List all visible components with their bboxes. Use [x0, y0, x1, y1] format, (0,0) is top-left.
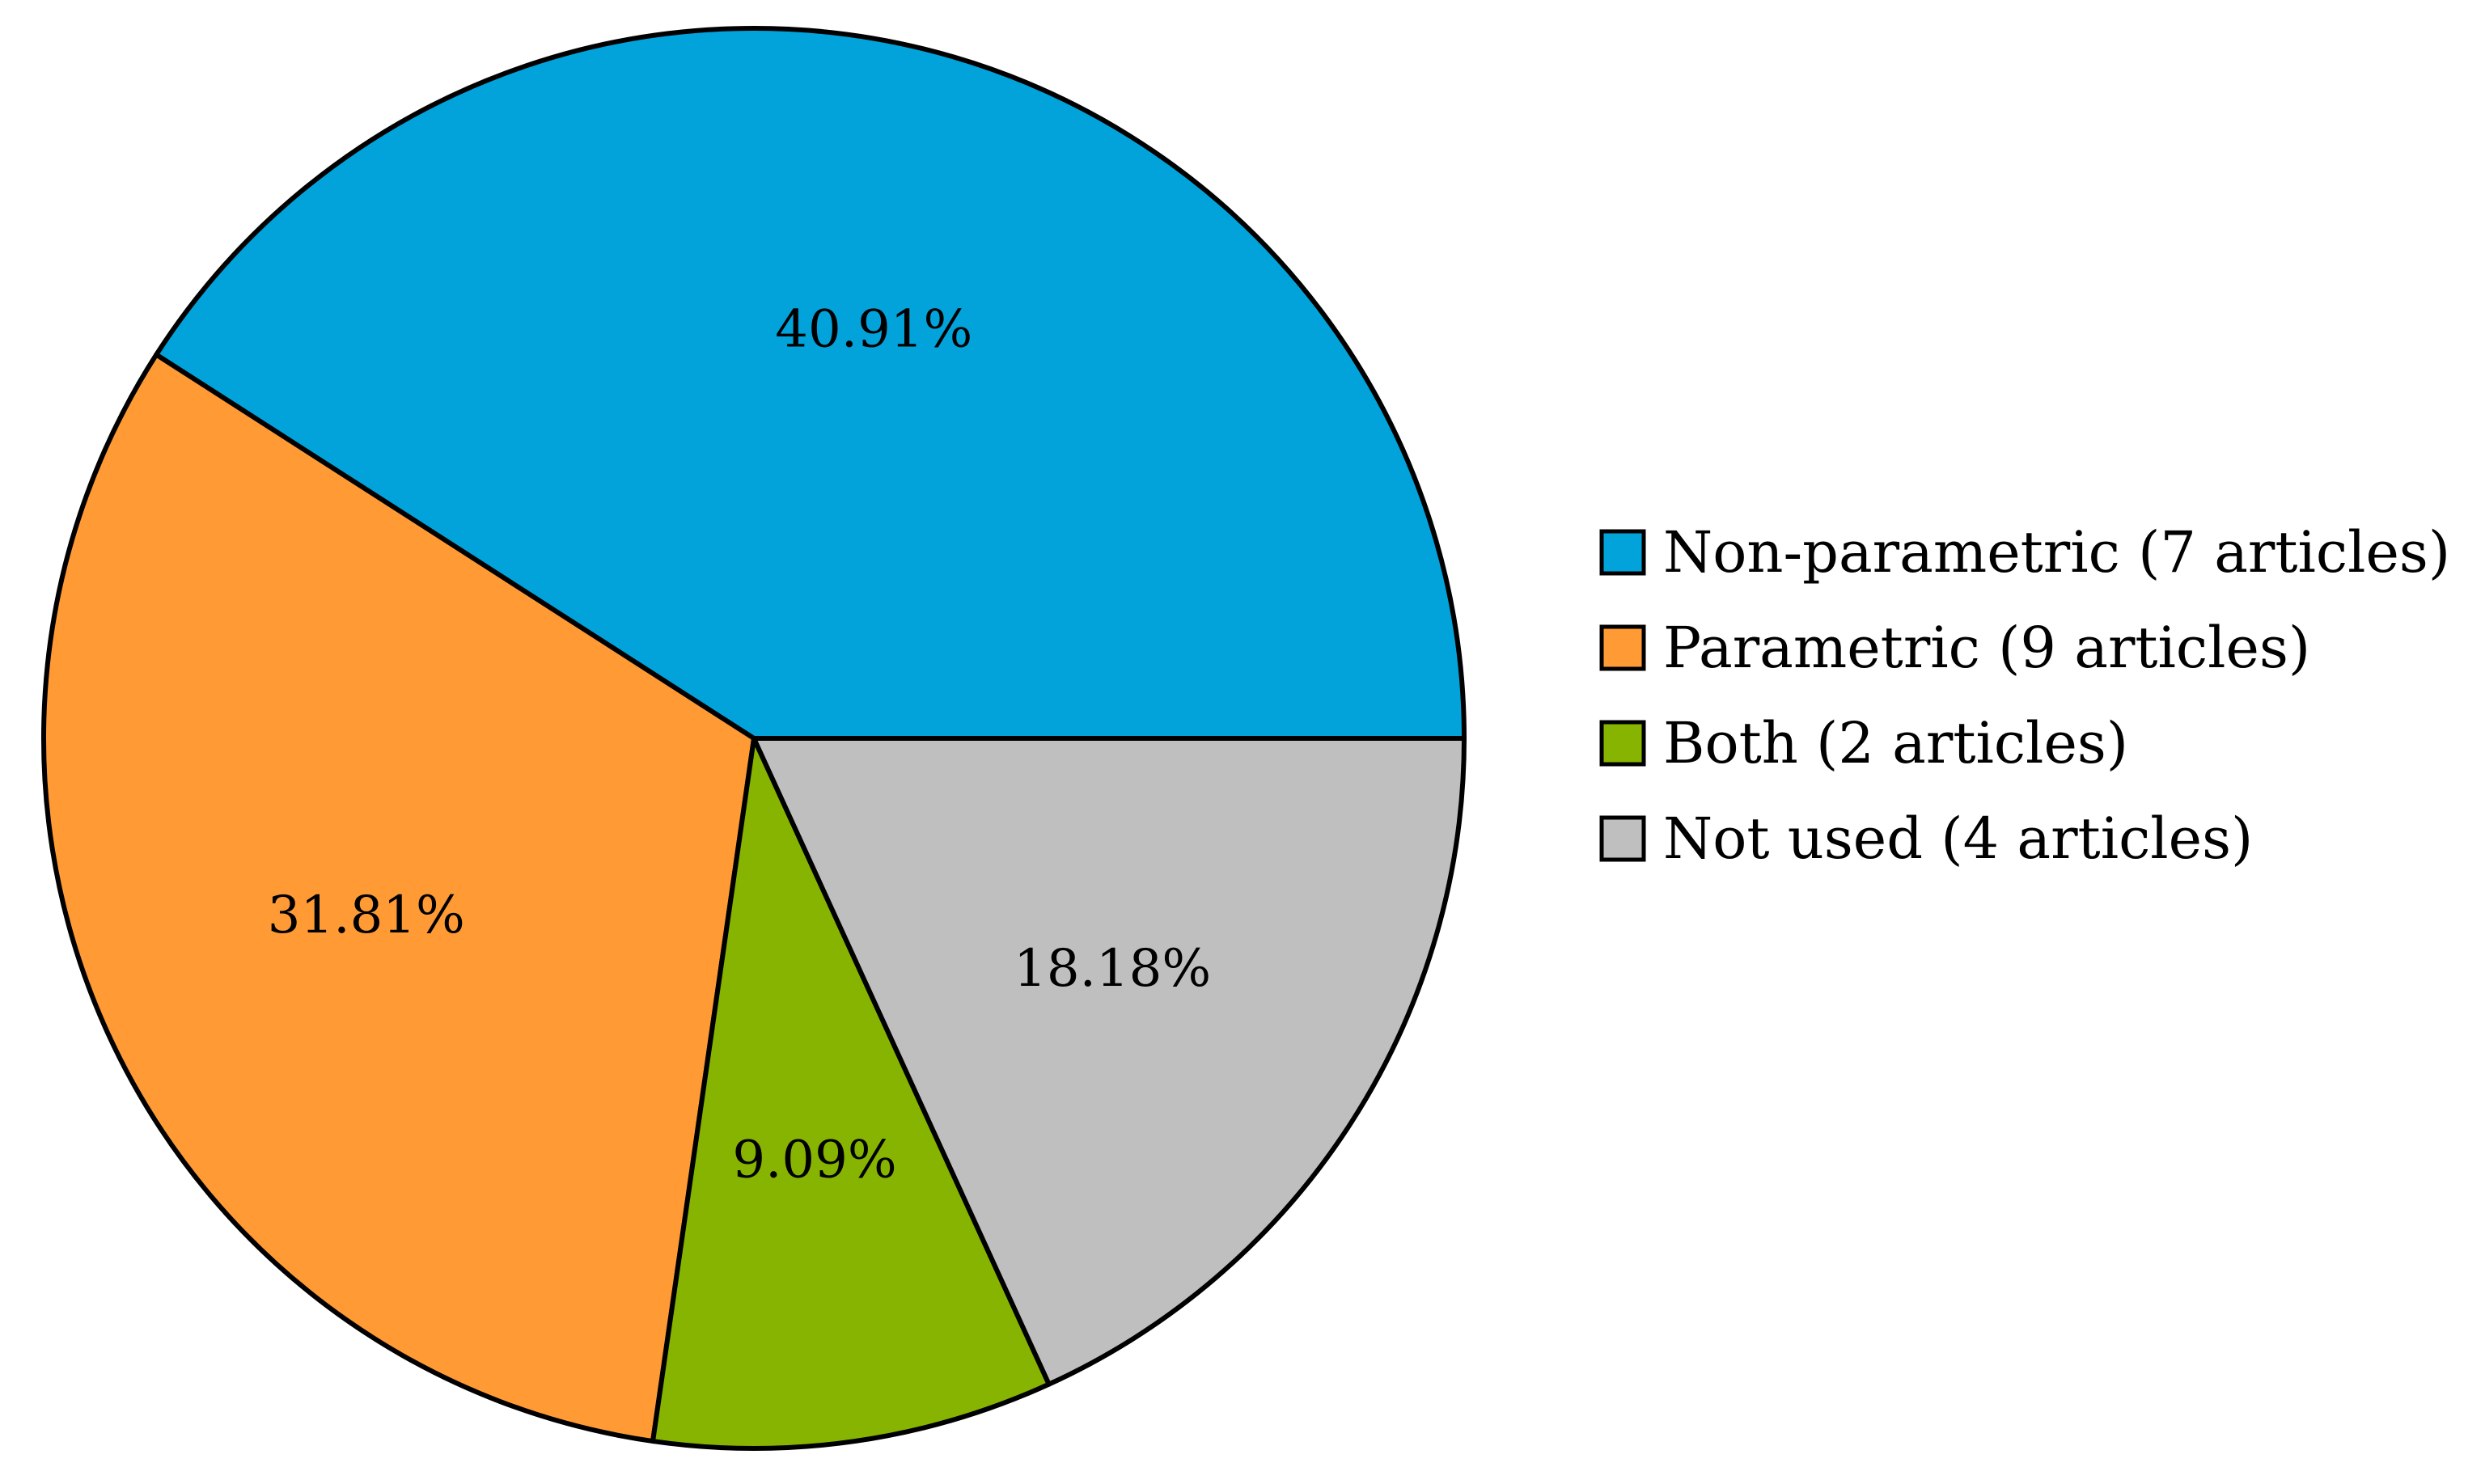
- pie-slice-label-4: 18.18%: [1014, 939, 1211, 999]
- pie-slice-label-3: 9.09%: [732, 1130, 896, 1190]
- legend: Non-parametric (7 articles) Parametric (9…: [1599, 519, 2450, 872]
- legend-label-2: Parametric (9 articles): [1663, 615, 2310, 681]
- pie-slice-label-1: 40.91%: [775, 300, 972, 360]
- pie-slice-3: [650, 736, 1052, 1451]
- pie-slice-1: [154, 26, 1467, 741]
- legend-swatch-1: [1599, 529, 1646, 576]
- pie-slices: [41, 26, 1467, 1451]
- legend-label-3: Both (2 articles): [1663, 710, 2128, 776]
- legend-label-1: Non-parametric (7 articles): [1663, 519, 2450, 586]
- pie-slice-4: [751, 736, 1467, 1387]
- legend-swatch-4: [1599, 815, 1646, 862]
- legend-swatch-2: [1599, 624, 1646, 671]
- pie-slice-label-2: 31.81%: [268, 886, 465, 945]
- legend-swatch-3: [1599, 720, 1646, 767]
- legend-label-4: Not used (4 articles): [1663, 805, 2253, 872]
- pie-slice-labels: 40.91% 31.81% 9.09% 18.18%: [268, 300, 1211, 1190]
- pie-slice-2: [41, 352, 756, 1444]
